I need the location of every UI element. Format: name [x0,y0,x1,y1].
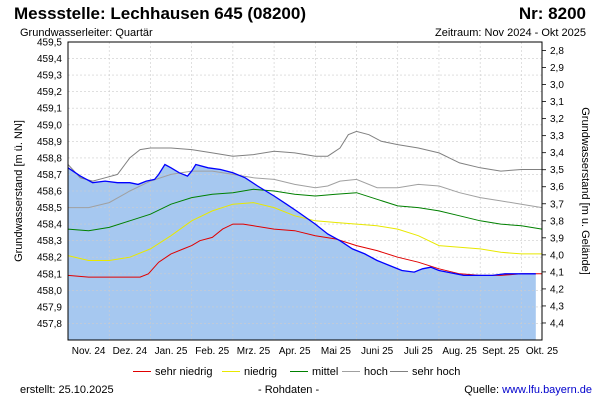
y-right-tick-label: 4,0 [550,250,564,261]
legend-swatch-mittel [290,370,308,372]
rawdata-note: - Rohdaten - [258,384,320,396]
y-right-tick-label: 4,4 [550,318,564,329]
y-tick-label: 458,8 [37,153,62,164]
source-link[interactable]: www.lfu.bayern.de [502,384,592,396]
y-tick-label: 458,7 [37,170,62,181]
legend-label-sehr-niedrig: sehr niedrig [155,366,213,378]
y-axis-title: Grundwasserstand [m ü. NN] [13,120,25,262]
y-right-tick-label: 3,9 [550,233,564,244]
y-right-tick-label: 3,1 [550,97,564,108]
y-tick-label: 458,0 [37,286,62,297]
legend-label-sehr-hoch: sehr hoch [412,366,461,378]
x-tick-label: Mai 25 [321,346,351,357]
y-tick-label: 458,9 [37,137,62,148]
series-line-measured [67,163,536,277]
x-tick-label: Juni 25 [361,346,394,357]
x-tick-label: Mrz. 25 [237,346,271,357]
y-right-tick-label: 3,6 [550,182,564,193]
y-right-tick-label: 3,2 [550,114,564,125]
y-tick-label: 459,0 [37,120,62,131]
source: Quelle: www.lfu.bayern.de [464,384,592,396]
x-tick-label: Feb. 25 [195,346,229,357]
legend-swatch-sehr-hoch [390,370,408,372]
x-tick-label: Jan. 25 [155,346,188,357]
y-right-tick-label: 2,8 [550,46,564,57]
legend-hoch: hoch [342,366,388,378]
y-tick-label: 459,1 [37,104,62,115]
y-tick-label: 458,5 [37,203,62,214]
legend-swatch-niedrig [222,370,240,372]
created-date: erstellt: 25.10.2025 [20,384,114,396]
y-tick-label: 457,8 [37,319,62,330]
station-number: Nr: 8200 [518,4,586,23]
y-right-tick-label: 4,3 [550,301,564,312]
y-tick-label: 459,2 [37,87,62,98]
legend-niedrig: niedrig [222,366,277,378]
x-tick-label: Dez. 24 [113,346,148,357]
legend-swatch-hoch [342,370,360,372]
station-title: Messstelle: Lechhausen 645 (08200) [14,4,306,23]
y-tick-label: 459,3 [37,71,62,82]
legend-label-mittel: mittel [312,366,339,378]
y-right-tick-label: 3,7 [550,199,564,210]
legend-swatch-sehr-niedrig [133,370,151,372]
y-right-tick-label: 3,3 [550,131,564,142]
y-tick-label: 458,4 [37,220,62,231]
y-right-tick-label: 4,1 [550,267,564,278]
y-tick-label: 458,3 [37,236,62,247]
y-tick-label: 457,9 [37,302,62,313]
chart-legend: sehr niedrig niedrig mittel hoch sehr ho… [0,366,600,382]
y-right-tick-label: 3,0 [550,80,564,91]
y-tick-label: 459,4 [37,54,62,65]
legend-sehr-niedrig: sehr niedrig [133,366,212,378]
x-tick-label: Sept. 25 [482,346,520,357]
series-line-sehr-hoch [67,130,542,182]
legend-label-hoch: hoch [364,366,388,378]
y-tick-label: 458,1 [37,269,62,280]
period-label: Zeitraum: Nov 2024 - Okt 2025 [434,27,586,39]
aquifer-label: Grundwasserleiter: Quartär [20,27,153,39]
y-right-tick-label: 3,5 [550,165,564,176]
series-line-sehr-niedrig [67,223,542,278]
y-right-tick-label: 2,9 [550,63,564,74]
legend-label-niedrig: niedrig [244,366,278,378]
y-right-tick-label: 3,4 [550,148,564,159]
y-right-tick-label: 4,2 [550,284,564,295]
series-line-niedrig [67,202,542,261]
y-tick-label: 458,6 [37,187,62,198]
series-line-hoch [68,170,543,209]
x-tick-label: Aug. 25 [442,346,477,357]
source-label: Quelle: [464,384,500,396]
series-line-mittel [67,188,543,232]
plot-frame [67,41,543,341]
x-tick-label: Okt. 25 [526,346,559,357]
y-tick-label: 458,2 [37,253,62,264]
y-right-tick-label: 3,8 [550,216,564,227]
y-tick-label: 459,5 [37,38,62,49]
measured-area [68,164,536,340]
legend-mittel: mittel [290,366,338,378]
x-tick-label: Apr. 25 [279,346,311,357]
legend-sehr-hoch: sehr hoch [390,366,460,378]
y-axis-title-right: Grundwasserstand [m u. Gelände] [579,107,591,275]
x-tick-label: Juli 25 [404,346,433,357]
x-tick-label: Nov. 24 [72,346,106,357]
